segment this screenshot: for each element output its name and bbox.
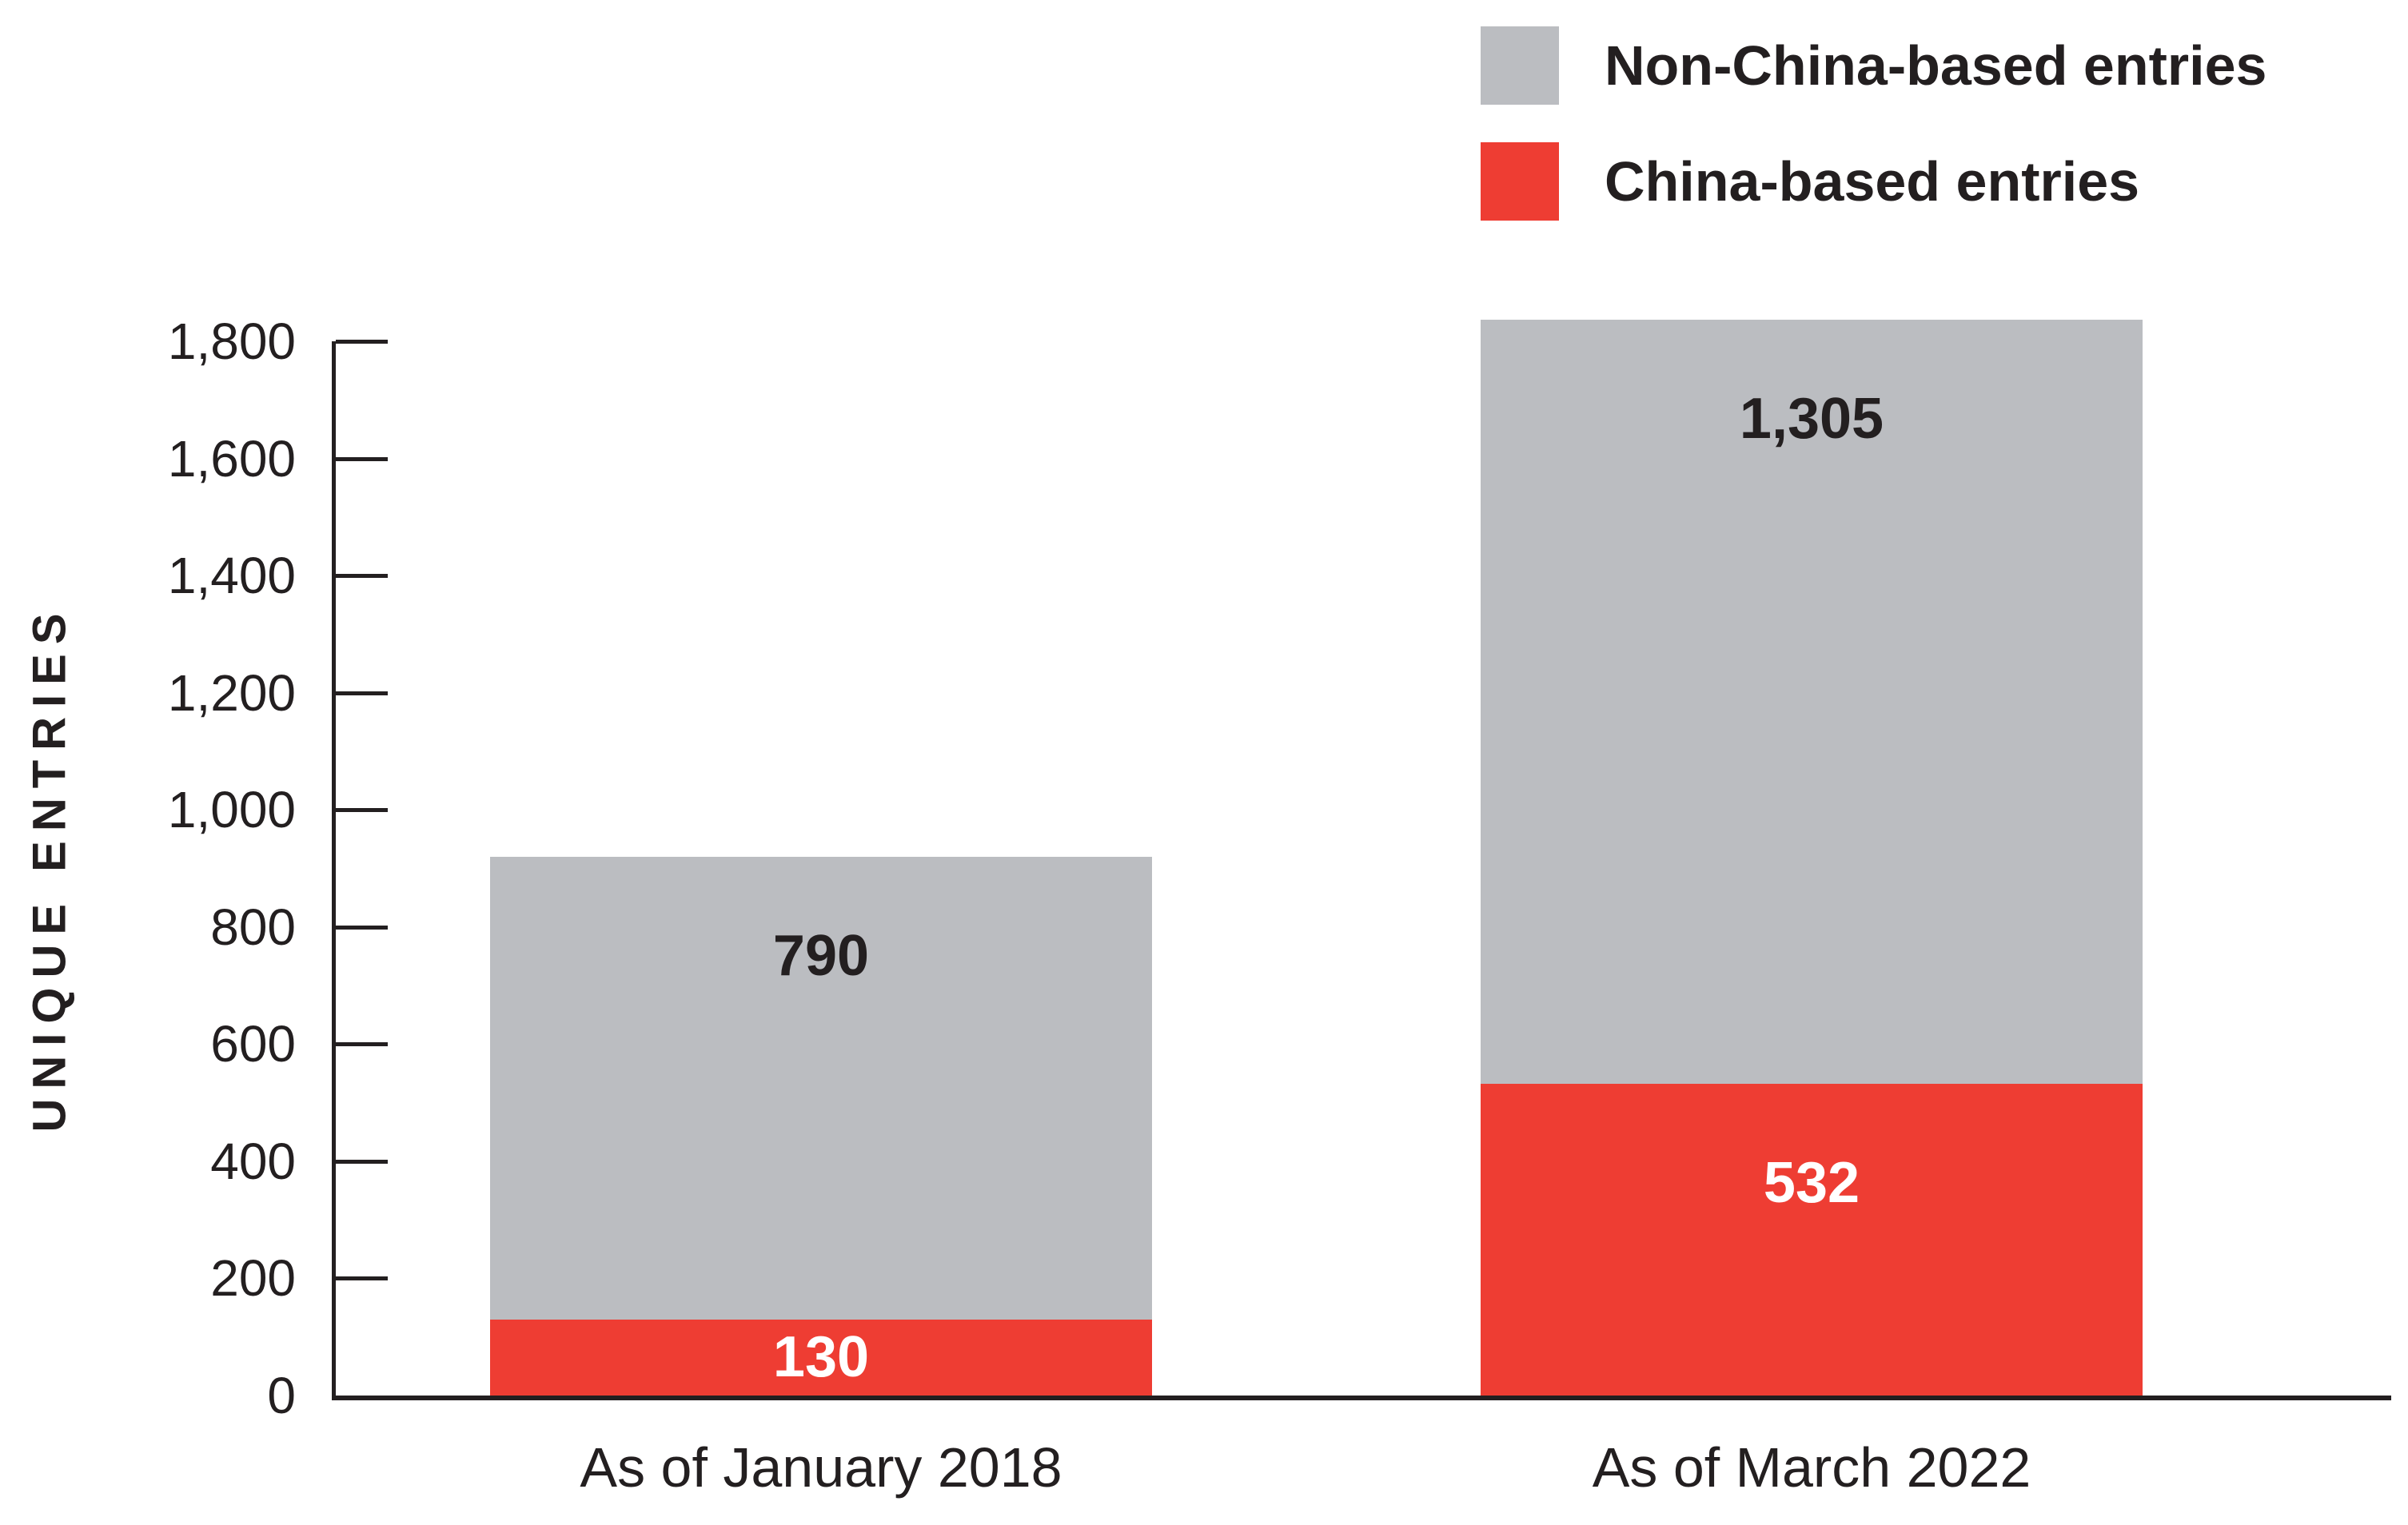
- bar-segment-china: 130: [490, 1319, 1152, 1396]
- bar-2022: 1,305 532: [1481, 319, 2143, 1396]
- legend-label-china: China-based entries: [1605, 150, 2140, 213]
- bar-value-label: 532: [1763, 1151, 1860, 1216]
- y-tick-label: 1,400: [167, 547, 296, 605]
- y-tick-line: [336, 691, 388, 695]
- y-tick-label: 800: [210, 898, 296, 956]
- y-tick-line: [336, 456, 388, 461]
- y-tick-label: 600: [210, 1015, 296, 1073]
- bar-value-label: 1,305: [1739, 386, 1884, 451]
- y-tick-line: [336, 574, 388, 579]
- bar-value-label: 130: [772, 1325, 870, 1390]
- bar-2018: 790 130: [490, 856, 1152, 1396]
- y-tick-line: [336, 340, 388, 344]
- x-category-label-2018: As of January 2018: [580, 1436, 1062, 1499]
- y-tick-label: 1,600: [167, 429, 296, 488]
- y-tick-label: 200: [210, 1249, 296, 1308]
- bar-segment-non-china: 790: [490, 856, 1152, 1320]
- y-tick-line: [336, 925, 388, 930]
- legend-swatch-gray-icon: [1481, 26, 1559, 105]
- legend-item-china: China-based entries: [1481, 142, 2266, 221]
- legend-label-non-china: Non-China-based entries: [1605, 34, 2267, 97]
- y-tick-line: [336, 1276, 388, 1281]
- y-tick-label: 1,200: [167, 663, 296, 722]
- bar-segment-china: 532: [1481, 1084, 2143, 1396]
- legend-item-non-china: Non-China-based entries: [1481, 26, 2266, 105]
- legend-swatch-red-icon: [1481, 142, 1559, 221]
- y-tick-line: [336, 1042, 388, 1047]
- legend: Non-China-based entries China-based entr…: [1481, 26, 2266, 258]
- x-category-label-2022: As of March 2022: [1592, 1436, 2031, 1499]
- plot-area: 790 130 1,305 532 As of January 2018 As of…: [168, 316, 2391, 1495]
- y-tick-line: [336, 1159, 388, 1164]
- y-tick-label: 1,800: [167, 313, 296, 370]
- y-tick-label: 400: [210, 1132, 296, 1190]
- y-tick-label: 0: [267, 1367, 296, 1424]
- y-tick-line: [336, 808, 388, 813]
- bar-segment-non-china: 1,305: [1481, 319, 2143, 1085]
- bar-value-label: 790: [772, 923, 870, 988]
- y-tick-label: 1,000: [167, 781, 296, 839]
